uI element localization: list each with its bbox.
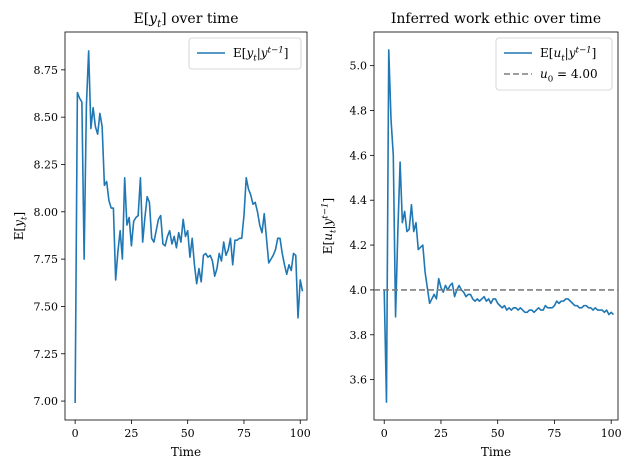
y-tick-label: 7.50 bbox=[34, 300, 59, 313]
legend-box bbox=[495, 37, 613, 91]
y-tick-label: 7.00 bbox=[34, 395, 59, 408]
x-tick-label: 25 bbox=[434, 427, 448, 440]
x-tick-label: 75 bbox=[547, 427, 561, 440]
x-axis-label: Time bbox=[171, 445, 201, 459]
x-tick-label: 50 bbox=[491, 427, 505, 440]
x-tick-label: 0 bbox=[381, 427, 388, 440]
x-tick-label: 25 bbox=[124, 427, 138, 440]
y-tick-label: 8.50 bbox=[34, 111, 59, 124]
y-tick-label: 4.0 bbox=[350, 284, 368, 297]
y-tick-label: 4.8 bbox=[350, 104, 368, 117]
chart-title: E[yt] over time bbox=[133, 11, 238, 30]
legend-label: E[yt|yt−1] bbox=[233, 45, 288, 63]
series-line bbox=[383, 49, 615, 403]
y-axis-label: E[yt] bbox=[12, 212, 29, 240]
y-axis-label-group: E[yt] bbox=[12, 212, 29, 240]
legend-label: u0 = 4.00 bbox=[540, 67, 598, 84]
y-tick-label: 3.6 bbox=[350, 374, 368, 387]
x-tick-label: 0 bbox=[72, 427, 79, 440]
y-axis-label: E[ut|yt−1] bbox=[320, 198, 338, 254]
x-tick-label: 50 bbox=[181, 427, 195, 440]
y-tick-label: 4.6 bbox=[350, 149, 368, 162]
y-tick-label: 3.8 bbox=[350, 329, 368, 342]
right-chart-panel: Inferred work ethic over time 0 25 50 75 100 3… bbox=[320, 11, 621, 459]
y-tick-label: 8.75 bbox=[34, 64, 59, 77]
chart-title: Inferred work ethic over time bbox=[391, 11, 601, 27]
series-line bbox=[74, 50, 304, 403]
x-tick-label: 75 bbox=[237, 427, 251, 440]
series-group bbox=[74, 50, 304, 403]
x-tick-label: 100 bbox=[601, 427, 622, 440]
y-tick-label: 7.75 bbox=[34, 253, 59, 266]
y-tick-label: 8.00 bbox=[34, 206, 59, 219]
y-tick-label: 4.4 bbox=[350, 194, 368, 207]
x-axis-label: Time bbox=[481, 445, 511, 459]
plot-area-frame bbox=[64, 31, 308, 421]
y-axis-label-group: E[ut|yt−1] bbox=[320, 198, 338, 254]
y-tick-label: 8.25 bbox=[34, 158, 59, 171]
series-group bbox=[374, 49, 618, 403]
legend-box bbox=[188, 37, 302, 70]
y-tick-label: 4.2 bbox=[350, 239, 368, 252]
left-chart-panel: E[yt] over time 0 25 50 75 100 7.00 7.25 7.50 7.7… bbox=[12, 11, 311, 459]
y-tick-label: 7.25 bbox=[34, 348, 59, 361]
x-tick-label: 100 bbox=[290, 427, 311, 440]
y-tick-label: 5.0 bbox=[350, 60, 368, 73]
legend-label: E[ut|yt−1] bbox=[540, 45, 596, 63]
